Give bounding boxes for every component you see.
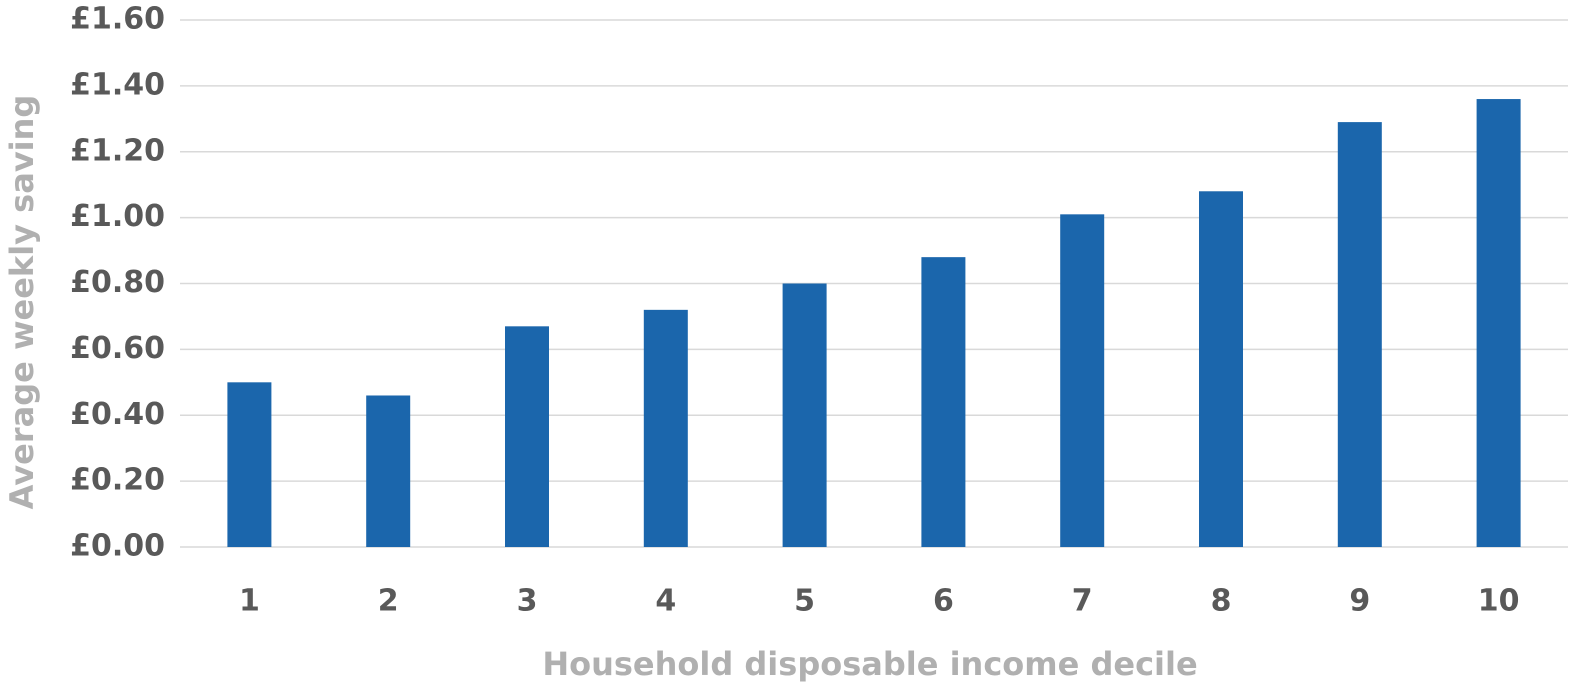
x-tick-label: 2 (378, 584, 399, 619)
bar (366, 395, 411, 547)
y-tick-label: £0.40 (70, 397, 165, 432)
y-tick-label: £0.80 (70, 265, 165, 300)
x-tick-label: 7 (1072, 584, 1093, 619)
x-tick-label: 1 (239, 584, 260, 619)
bar (1199, 191, 1243, 547)
x-axis-title: Household disposable income decile (542, 645, 1197, 683)
y-tick-label: £1.60 (70, 2, 165, 37)
bar (1337, 122, 1382, 547)
y-tick-label: £1.20 (70, 133, 165, 168)
y-tick-label: £0.60 (70, 331, 165, 366)
x-tick-label: 4 (655, 584, 676, 619)
x-tick-label: 3 (517, 584, 538, 619)
x-tick-label: 5 (794, 584, 815, 619)
bar (643, 309, 688, 547)
x-tick-label: 9 (1349, 584, 1370, 619)
bar (782, 283, 827, 547)
bar (1476, 99, 1521, 548)
bar (1060, 214, 1105, 548)
bar (505, 326, 549, 547)
x-tick-label: 6 (933, 584, 954, 619)
y-tick-label: £0.20 (70, 463, 165, 498)
y-tick-label: £0.00 (70, 529, 165, 564)
bar (227, 382, 272, 547)
y-axis-title: Average weekly saving (3, 95, 41, 510)
x-tick-label: 10 (1478, 584, 1520, 619)
bar (921, 257, 966, 547)
y-tick-label: £1.40 (70, 67, 165, 102)
x-tick-label: 8 (1211, 584, 1232, 619)
y-tick-label: £1.00 (70, 199, 165, 234)
